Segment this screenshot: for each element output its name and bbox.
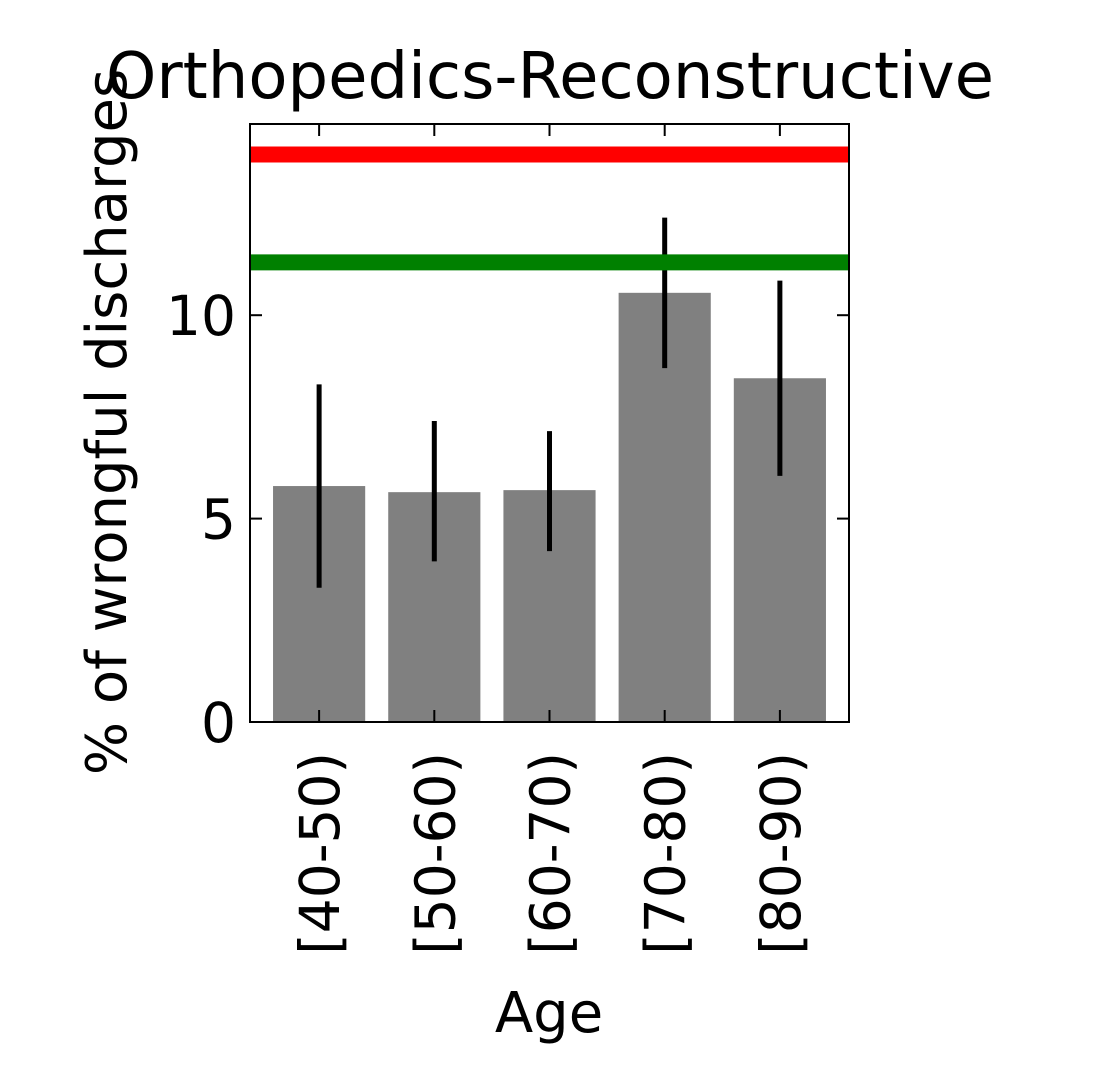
x-tick-label-0: [40-50)	[288, 752, 352, 955]
y-tick-label-0: 0	[201, 691, 236, 755]
error-bars-layer	[316, 217, 783, 588]
ticks-layer: 0 5 10 [40-50) [50-60) [60-70) [70-80) [80-90)	[166, 124, 849, 955]
y-tick-label-2: 10	[166, 284, 236, 348]
x-tick-label-1: [50-60)	[403, 752, 467, 955]
x-tick-label-4: [80-90)	[749, 752, 813, 955]
reference-lines-layer	[250, 146, 849, 271]
x-axis-label: Age	[495, 981, 603, 1046]
chart-title: Orthopedics-Reconstructive	[106, 40, 994, 114]
y-tick-label-1: 5	[201, 488, 236, 552]
x-tick-label-2: [60-70)	[519, 752, 583, 955]
y-axis-label: % of wrongful discharges	[75, 69, 140, 775]
x-tick-label-3: [70-80)	[634, 752, 698, 955]
